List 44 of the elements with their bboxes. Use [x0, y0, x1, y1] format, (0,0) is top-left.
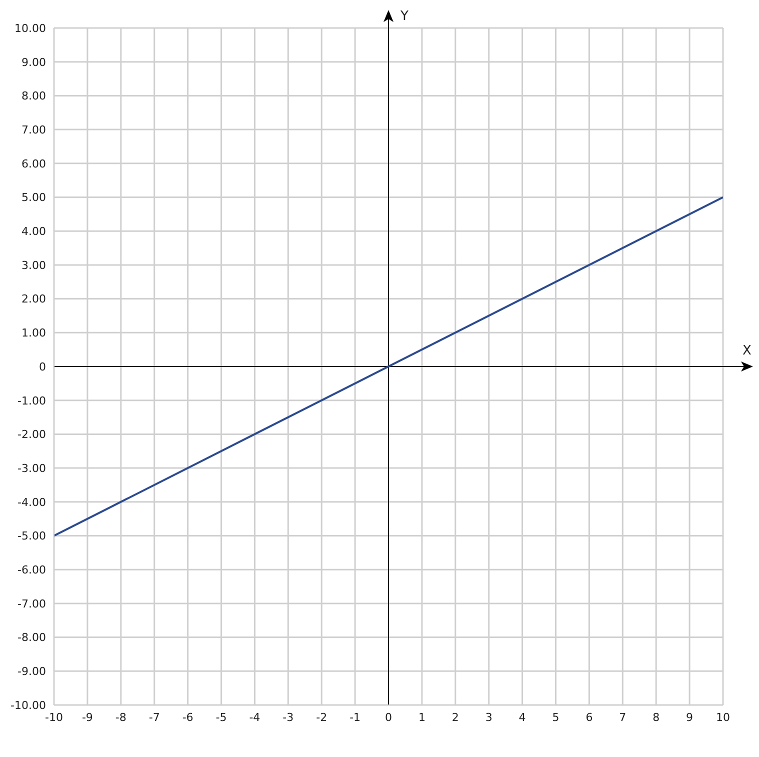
- y-tick-label: 2.00: [22, 292, 46, 306]
- x-tick-label: 6: [586, 710, 593, 724]
- y-tick-label: 1.00: [22, 326, 46, 340]
- y-tick-label: 0: [39, 360, 46, 374]
- y-tick-label: 6.00: [22, 157, 46, 170]
- x-tick-label: 10: [716, 710, 730, 724]
- x-tick-label: -8: [115, 710, 126, 724]
- x-tick-label: -5: [216, 710, 227, 724]
- x-tick-label: -6: [182, 710, 194, 724]
- y-tick-label: -8.00: [18, 631, 46, 644]
- x-tick-label: -2: [316, 710, 328, 724]
- x-tick-label: -3: [282, 710, 294, 724]
- y-tick-label: 9.00: [22, 56, 46, 69]
- y-tick-label: -5.00: [18, 530, 46, 543]
- x-tick-label: 3: [485, 710, 492, 724]
- y-tick-label: -10.00: [10, 698, 46, 712]
- y-axis-title: Y: [400, 9, 409, 24]
- y-tick-label: -9.00: [18, 665, 46, 678]
- x-tick-label: -10: [45, 710, 63, 724]
- x-tick-label: 0: [385, 710, 392, 724]
- y-tick-label: 5.00: [22, 191, 46, 204]
- x-tick-label: 4: [518, 710, 526, 724]
- y-tick-label: 7.00: [22, 123, 46, 136]
- y-tick-label: 10.00: [14, 22, 46, 35]
- x-tick-label: 5: [552, 710, 560, 724]
- x-tick-label: -9: [82, 710, 93, 724]
- x-tick-label: 2: [452, 710, 459, 724]
- y-tick-label: -7.00: [18, 597, 46, 610]
- y-tick-label: -4.00: [18, 496, 46, 509]
- y-tick-label: 3.00: [22, 258, 46, 272]
- y-tick-label: -2.00: [18, 428, 46, 442]
- y-tick-label: -3.00: [18, 462, 46, 475]
- x-tick-label: -1: [350, 710, 361, 724]
- y-tick-label: -6.00: [18, 564, 46, 577]
- y-tick-label: 4.00: [22, 225, 46, 238]
- y-tick-label: -1.00: [18, 394, 46, 408]
- x-tick-label: 1: [418, 710, 426, 724]
- x-tick-label: -7: [148, 710, 160, 724]
- x-tick-label: -4: [249, 710, 260, 724]
- x-tick-label: 8: [652, 710, 660, 724]
- x-axis-title: X: [742, 344, 752, 358]
- y-tick-label: 8.00: [22, 90, 46, 103]
- x-tick-label: 7: [619, 710, 626, 724]
- x-tick-label: 9: [686, 710, 694, 724]
